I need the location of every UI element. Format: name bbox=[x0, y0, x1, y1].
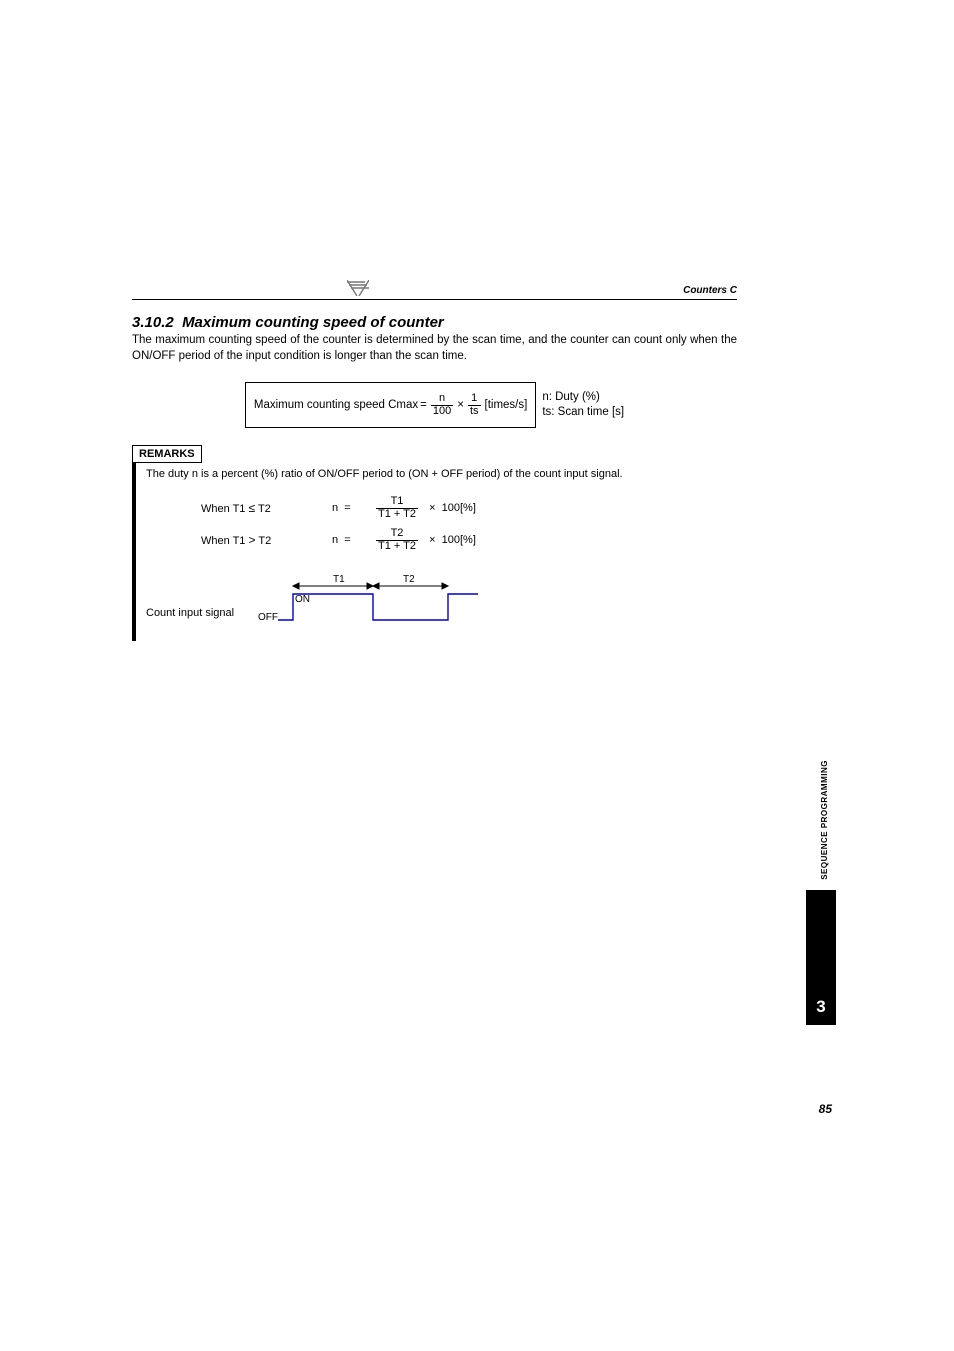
legend-ts: ts: Scan time [s] bbox=[542, 405, 624, 421]
section-heading: 3.10.2 Maximum counting speed of counter bbox=[132, 314, 737, 331]
side-chapter-number: 3 bbox=[816, 997, 825, 1017]
page-number: 85 bbox=[819, 1102, 832, 1116]
pulse-diagram-icon: T1 T2 ON OFF bbox=[248, 572, 498, 627]
section-number: 3.10.2 bbox=[132, 314, 174, 331]
svg-text:T2: T2 bbox=[403, 574, 415, 585]
formula-box: Maximum counting speed Cmax = n 100 × 1 … bbox=[245, 382, 536, 428]
section-title-text: Maximum counting speed of counter bbox=[182, 314, 444, 331]
formula-eq: = bbox=[420, 399, 427, 411]
header-breadcrumb: Counters C bbox=[683, 285, 737, 296]
formula-unit: [times/s] bbox=[485, 399, 528, 411]
duty-line-1: When T1 ≤ T2 n = T1T1 + T2 × 100[%] bbox=[201, 496, 729, 520]
page-header: Counters C bbox=[132, 280, 737, 300]
section-intro: The maximum counting speed of the counte… bbox=[132, 333, 737, 364]
formula-frac2: 1 ts bbox=[468, 393, 481, 417]
diagram-signal-label: Count input signal bbox=[146, 606, 234, 621]
remarks-block: REMARKS The duty n is a percent (%) rati… bbox=[132, 444, 737, 641]
legend-n: n: Duty (%) bbox=[542, 390, 624, 406]
svg-text:ON: ON bbox=[295, 594, 310, 605]
side-section-label: SEQUENCE PROGRAMMING bbox=[820, 760, 829, 880]
duty-line-2: When T1 > T2 n = T2T1 + T2 × 100[%] bbox=[201, 528, 729, 552]
formula-lead: Maximum counting speed Cmax bbox=[254, 399, 418, 411]
brand-logo-icon bbox=[347, 280, 369, 296]
formula-legend: n: Duty (%) ts: Scan time [s] bbox=[542, 390, 624, 421]
formula-frac1: n 100 bbox=[431, 393, 453, 417]
remarks-label: REMARKS bbox=[132, 445, 202, 463]
remarks-text: The duty n is a percent (%) ratio of ON/… bbox=[146, 467, 729, 482]
side-chapter-tab: 3 bbox=[806, 890, 836, 1025]
remarks-body: The duty n is a percent (%) ratio of ON/… bbox=[132, 463, 737, 641]
svg-text:T1: T1 bbox=[333, 574, 345, 585]
formula-block: Maximum counting speed Cmax = n 100 × 1 … bbox=[132, 382, 737, 428]
formula-times: × bbox=[457, 399, 464, 411]
svg-text:OFF: OFF bbox=[258, 612, 278, 623]
timing-diagram: Count input signal T1 T2 ON OFF bbox=[146, 572, 729, 627]
duty-equations: When T1 ≤ T2 n = T1T1 + T2 × 100[%] When… bbox=[201, 496, 729, 552]
